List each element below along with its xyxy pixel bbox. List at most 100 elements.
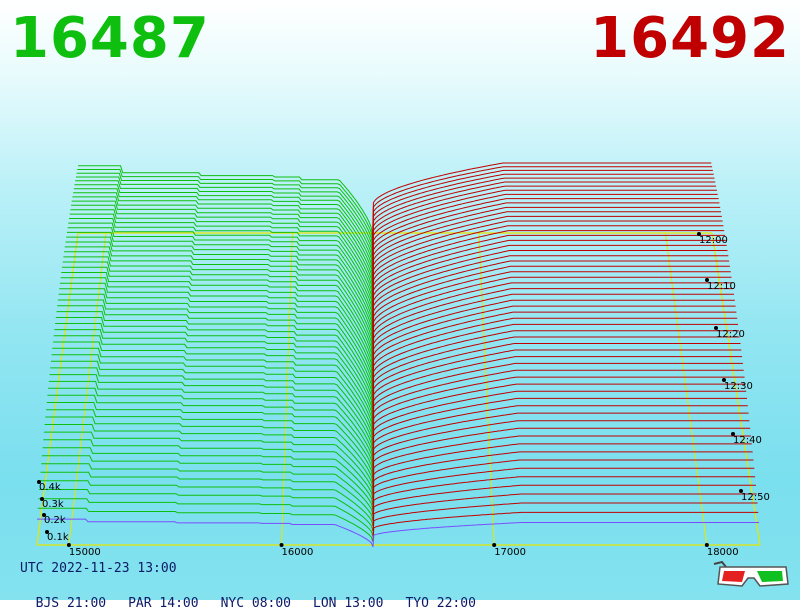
bid-depth-line: [37, 518, 374, 548]
ask-depth-line: [372, 166, 713, 241]
ask-depth-line: [372, 330, 739, 415]
ask-depth-line: [372, 362, 743, 442]
x-tick-mark: [66, 543, 71, 547]
bid-depth-line: [56, 311, 374, 399]
bid-depth-line: [76, 172, 374, 246]
ask-depth-line: [372, 369, 744, 447]
bid-depth-line: [71, 204, 374, 288]
depth-snapshots: [37, 162, 760, 548]
bid-depth-line: [58, 293, 374, 384]
bid-depth-line: [48, 380, 374, 458]
bid-depth-line: [75, 176, 374, 251]
ask-depth-line: [372, 323, 738, 410]
bid-price: 16487: [10, 6, 210, 71]
x-tick-label: 17000: [494, 547, 526, 558]
bid-depth-line: [64, 251, 374, 341]
ask-depth-line: [372, 260, 730, 352]
bid-depth-line: [41, 463, 374, 516]
bid-depth-line: [54, 329, 374, 415]
bid-depth-line: [50, 367, 374, 447]
time-tick-label: 12:50: [741, 492, 770, 503]
bid-depth-line: [48, 387, 374, 463]
ask-depth-line: [372, 420, 750, 484]
ask-depth-line: [372, 276, 732, 368]
z-tick-mark: [42, 513, 46, 517]
ask-depth-line: [372, 390, 747, 463]
ask-depth-line: [372, 476, 756, 521]
bid-depth-line: [66, 231, 374, 320]
ask-depth-line: [372, 356, 743, 436]
ask-price: 16492: [590, 6, 790, 71]
bid-depth-line: [68, 222, 374, 310]
ask-depth-line: [372, 349, 742, 431]
ask-depth-line: [372, 459, 754, 511]
bid-depth-line: [64, 246, 374, 336]
bid-depth-line: [46, 402, 374, 474]
bid-depth-line: [53, 341, 374, 426]
ask-depth-line: [372, 493, 757, 532]
ask-depth-line: [372, 239, 726, 331]
ask-depth-line: [372, 336, 740, 421]
x-tick-label: 15000: [69, 547, 101, 558]
ask-depth-line: [372, 383, 746, 458]
z-tick-mark: [40, 497, 44, 501]
x-tick-mark: [704, 543, 709, 547]
bid-depth-line: [65, 241, 374, 331]
z-tick-label: 0.3k: [42, 499, 64, 510]
frame-right-edge: [711, 232, 761, 546]
bid-depth-line: [60, 277, 374, 368]
bid-depth-line: [57, 305, 374, 394]
time-tick-mark: [705, 278, 709, 282]
bid-depth-line: [69, 213, 374, 299]
ask-depth-line: [372, 220, 723, 310]
bid-depth-line: [55, 317, 374, 405]
bid-depth-line: [37, 507, 374, 542]
bid-depth-line: [41, 455, 374, 511]
ask-depth-line: [372, 522, 760, 548]
bid-depth-line: [45, 416, 374, 484]
bid-depth-line: [42, 447, 374, 505]
bid-depth-line: [38, 498, 374, 537]
ask-depth-line: [372, 288, 734, 378]
utc-time: UTC 2022-11-23 13:00: [20, 561, 177, 576]
bid-depth-line: [53, 335, 374, 421]
ask-depth-line: [372, 435, 751, 495]
bid-depth-line: [70, 209, 374, 294]
bid-depth-line: [73, 188, 374, 267]
x-tick-mark: [492, 543, 497, 547]
depth-frame: [36, 232, 761, 546]
ask-depth-line: [372, 189, 717, 273]
time-tick-label: 12:00: [699, 235, 728, 246]
z-tick-label: 0.1k: [47, 532, 69, 543]
bid-depth-line: [51, 354, 374, 436]
bid-depth-line: [71, 200, 374, 283]
ask-depth-line: [372, 451, 753, 505]
ask-depth-line: [372, 293, 734, 384]
bid-depth-line: [44, 424, 374, 489]
bid-depth-line: [61, 272, 374, 362]
ask-depth-line: [372, 181, 716, 262]
ask-depth-line: [372, 244, 727, 336]
time-tick-mark: [714, 326, 718, 330]
z-tick-mark: [37, 480, 41, 484]
ask-depth-line: [372, 502, 758, 537]
3d-glasses-icon[interactable]: [712, 558, 792, 592]
bid-depth-line: [52, 347, 374, 431]
ask-depth-line: [372, 169, 713, 246]
frame-left-edge: [36, 232, 79, 546]
time-tick-label: 12:20: [716, 329, 745, 340]
bid-depth-line: [73, 192, 374, 273]
ask-depth-line: [372, 230, 725, 320]
bid-depth-line: [62, 261, 374, 352]
time-tick-mark: [731, 432, 735, 436]
ask-depth-line: [372, 162, 712, 236]
ask-depth-line: [372, 250, 728, 341]
z-tick-label: 0.4k: [39, 482, 61, 493]
bid-depth-line: [39, 480, 374, 526]
bid-depth-line: [40, 471, 374, 521]
timezone-clocks: BJS 21:00 PAR 14:00 NYC 08:00 LON 13:00 TYO …: [20, 580, 498, 612]
bid-depth-line: [77, 169, 374, 241]
ask-depth-line: [372, 412, 749, 479]
time-tick-label: 12:30: [724, 381, 753, 392]
clock-par: PAR 14:00: [128, 596, 199, 611]
